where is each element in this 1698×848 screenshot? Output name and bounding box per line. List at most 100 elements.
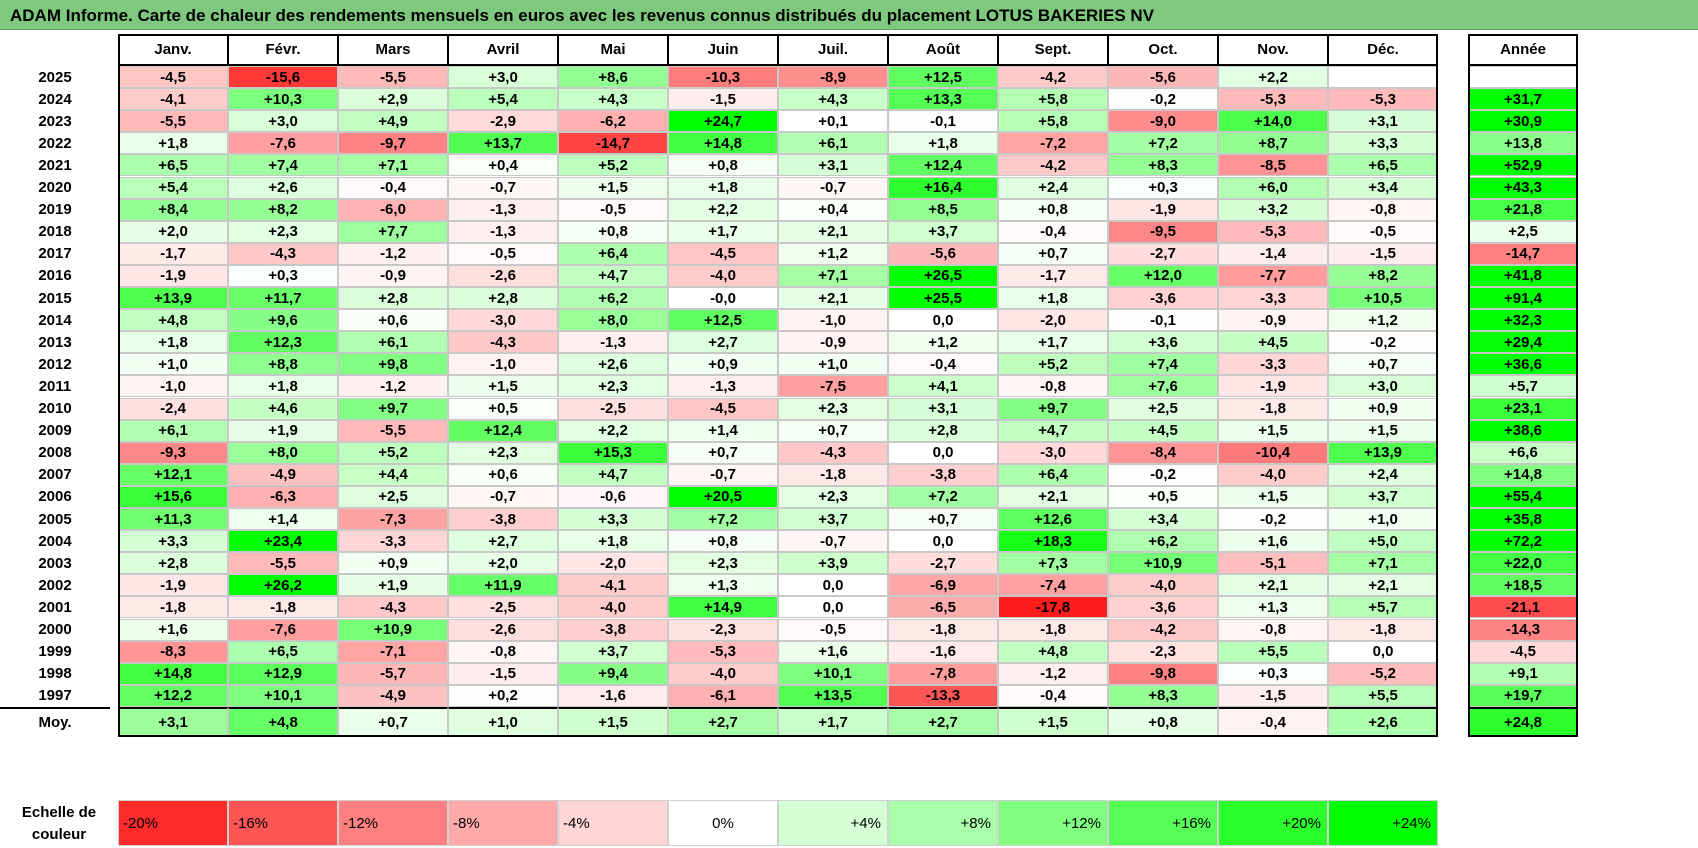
heatmap-cell: -1,0 [118,375,228,398]
heatmap-cell: -0,9 [338,264,448,287]
heatmap-cell: -9,3 [118,441,228,464]
heatmap-cell: -5,2 [1328,662,1438,685]
heatmap-cell: +8,4 [118,198,228,221]
year-label: 2009 [0,419,110,442]
heatmap-cell: -1,5 [668,88,778,111]
heatmap-cell: +2,1 [1328,574,1438,597]
heatmap-cell: +3,7 [1328,485,1438,508]
heatmap-cell: +1,5 [558,176,668,199]
heatmap-cell: +6,4 [558,242,668,265]
heatmap-cell: -1,7 [998,264,1108,287]
month-header: Nov. [1218,34,1328,66]
heatmap-cell: +8,3 [1108,684,1218,707]
heatmap-cell: -4,0 [558,596,668,619]
heatmap-cell: -0,2 [1328,331,1438,354]
annual-cell: +38,6 [1468,419,1578,442]
heatmap-cell: -3,8 [888,463,998,486]
heatmap-cell: +2,3 [228,220,338,243]
heatmap-cell: +6,2 [558,287,668,310]
heatmap-cell: 0,0 [778,574,888,597]
heatmap-cell: +10,9 [338,618,448,641]
heatmap-cell: -4,0 [668,264,778,287]
heatmap-cell: +3,3 [1328,132,1438,155]
heatmap-cell: +12,9 [228,662,338,685]
heatmap-cell: -7,2 [998,132,1108,155]
heatmap-cell: -17,8 [998,596,1108,619]
heatmap-cell: -0,5 [778,618,888,641]
month-header: Juin [668,34,778,66]
heatmap-cell: -2,0 [558,552,668,575]
heatmap-cell: +13,9 [1328,441,1438,464]
annual-cell: +43,3 [1468,176,1578,199]
heatmap-cell: +3,2 [1218,198,1328,221]
heatmap-cell: +2,2 [558,419,668,442]
heatmap-cell: +1,4 [228,508,338,531]
heatmap-cell: +0,8 [668,154,778,177]
annual-cell: +6,6 [1468,441,1578,464]
average-cell: +1,5 [998,706,1108,737]
annual-cell: +72,2 [1468,530,1578,553]
heatmap-cell: -2,3 [1108,640,1218,663]
heatmap-cell: +18,3 [998,530,1108,553]
average-cell: +1,7 [778,706,888,737]
heatmap-cell: +12,5 [668,309,778,332]
heatmap-cell: +1,9 [338,574,448,597]
heatmap-cell: -4,2 [1108,618,1218,641]
annual-cell: +19,7 [1468,684,1578,707]
heatmap-cell: -5,5 [228,552,338,575]
heatmap-cell: +7,2 [888,485,998,508]
heatmap-cell: -0,2 [1108,463,1218,486]
heatmap-cell: +7,1 [338,154,448,177]
heatmap-cell: +10,9 [1108,552,1218,575]
color-scale-step: +24% [1328,800,1438,846]
heatmap-cell: +5,5 [1218,640,1328,663]
heatmap-cell: +10,1 [778,662,888,685]
heatmap-cell: +14,9 [668,596,778,619]
year-label: 2003 [0,552,110,575]
heatmap-cell: -4,3 [338,596,448,619]
heatmap-cell: -0,2 [1218,508,1328,531]
heatmap-cell: -0,8 [1218,618,1328,641]
heatmap-cell: -1,8 [118,596,228,619]
heatmap-cell: +5,8 [998,88,1108,111]
heatmap-cell: +25,5 [888,287,998,310]
heatmap-cell: -7,4 [998,574,1108,597]
year-label: 2019 [0,198,110,221]
heatmap-cell: +2,6 [558,353,668,376]
heatmap-cell: +0,3 [228,264,338,287]
heatmap-cell: +5,2 [998,353,1108,376]
annual-cell: +14,8 [1468,463,1578,486]
annual-cell: +52,9 [1468,154,1578,177]
heatmap-cell: +24,7 [668,110,778,133]
heatmap-cell: -6,1 [668,684,778,707]
month-header: Mars [338,34,448,66]
heatmap-cell: -4,5 [118,66,228,89]
year-label: 2017 [0,242,110,265]
heatmap-cell: +0,7 [778,419,888,442]
heatmap-cell: +0,7 [998,242,1108,265]
heatmap-cell: +7,4 [1108,353,1218,376]
heatmap-cell: -1,5 [448,662,558,685]
heatmap-cell: -4,3 [228,242,338,265]
heatmap-cell: +6,1 [778,132,888,155]
heatmap-cell: +7,3 [998,552,1108,575]
heatmap-cell: +9,7 [998,397,1108,420]
heatmap-cell: +1,5 [1328,419,1438,442]
heatmap-cell: +11,7 [228,287,338,310]
heatmap-cell: -3,8 [448,508,558,531]
heatmap-cell: +2,8 [118,552,228,575]
year-label: 2005 [0,508,110,531]
heatmap-cell: -4,1 [118,88,228,111]
heatmap-cell: -0,9 [778,331,888,354]
heatmap-cell: +0,9 [1328,397,1438,420]
heatmap-cell: -4,5 [668,397,778,420]
heatmap-cell: -5,6 [888,242,998,265]
heatmap-cell: -5,5 [338,419,448,442]
heatmap-cell: +0,8 [998,198,1108,221]
heatmap-cell: +2,2 [668,198,778,221]
heatmap-cell: +26,2 [228,574,338,597]
heatmap-cell: -3,8 [558,618,668,641]
heatmap-cell: +8,2 [1328,264,1438,287]
annual-cell: +22,0 [1468,552,1578,575]
heatmap-cell: +3,3 [558,508,668,531]
